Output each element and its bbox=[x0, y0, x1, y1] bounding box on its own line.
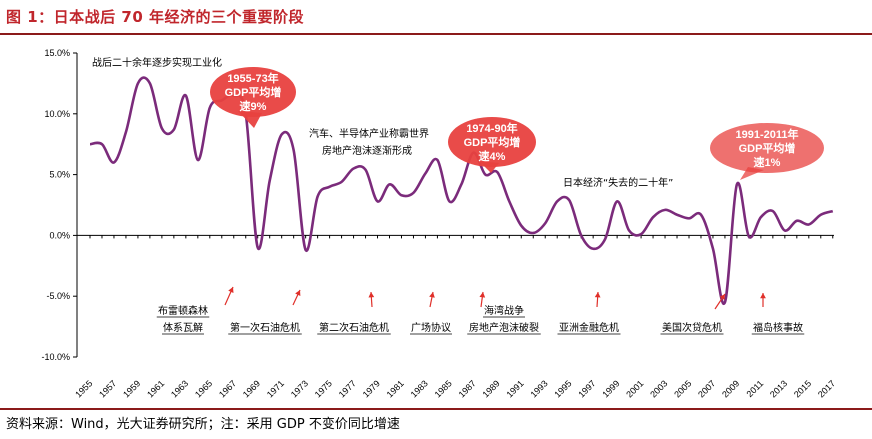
event-label: 福岛核事故 bbox=[753, 321, 803, 334]
y-tick-label: 0.0% bbox=[49, 230, 70, 240]
bubble-shape bbox=[210, 67, 296, 117]
event-label: 海湾战争 bbox=[484, 304, 524, 317]
event-arrowhead bbox=[594, 292, 601, 298]
x-tick-label: 1965 bbox=[193, 378, 214, 399]
y-tick-label: 5.0% bbox=[49, 170, 70, 180]
x-tick-label: 1977 bbox=[337, 378, 358, 399]
x-tick-label: 1973 bbox=[289, 378, 310, 399]
x-tick-label: 1981 bbox=[385, 378, 406, 399]
x-tick-label: 1991 bbox=[504, 378, 525, 399]
event-label: 广场协议 bbox=[411, 321, 451, 334]
bubble-tail bbox=[479, 161, 499, 173]
x-tick-label: 1971 bbox=[265, 378, 286, 399]
bubble-text: 速1% bbox=[754, 155, 781, 169]
x-tick-label: 2013 bbox=[768, 378, 789, 399]
x-tick-label: 1997 bbox=[576, 378, 597, 399]
event-arrowhead bbox=[760, 293, 766, 299]
bubble-text: GDP平均增 bbox=[464, 135, 521, 149]
x-tick-label: 1989 bbox=[480, 378, 501, 399]
x-tick-label: 2017 bbox=[816, 378, 837, 399]
x-tick-label: 1993 bbox=[528, 378, 549, 399]
event-label: 第一次石油危机 bbox=[230, 321, 300, 334]
event-label: 美国次贷危机 bbox=[662, 321, 722, 334]
event-arrowhead bbox=[479, 292, 486, 298]
x-tick-label: 1983 bbox=[409, 378, 430, 399]
x-tick-label: 1987 bbox=[457, 378, 478, 399]
x-tick-label: 1961 bbox=[145, 378, 166, 399]
event-label: 亚洲金融危机 bbox=[559, 321, 619, 334]
x-tick-label: 2001 bbox=[624, 378, 645, 399]
event-label: 第二次石油危机 bbox=[319, 321, 389, 334]
event-arrowhead bbox=[295, 290, 301, 296]
annotation-industry: 汽车、半导体产业称霸世界 bbox=[309, 127, 429, 140]
x-tick-label: 1963 bbox=[169, 378, 190, 399]
bubble-shape bbox=[448, 117, 536, 167]
x-tick-label: 1967 bbox=[217, 378, 238, 399]
x-tick-label: 2005 bbox=[672, 378, 693, 399]
x-tick-label: 1957 bbox=[97, 378, 118, 399]
x-tick-label: 1985 bbox=[433, 378, 454, 399]
footer-rule bbox=[0, 408, 872, 410]
gdp-series-line bbox=[89, 76, 834, 306]
event-arrowhead bbox=[228, 287, 234, 293]
bubble-text: GDP平均增 bbox=[739, 141, 796, 155]
annotation-bubble: 房地产泡沫逐渐形成 bbox=[322, 144, 412, 157]
bubble-text: 1991-2011年 bbox=[736, 127, 799, 141]
event-label: 体系瓦解 bbox=[163, 321, 203, 334]
bubble-text: GDP平均增 bbox=[225, 85, 282, 99]
gdp-growth-chart: 15.0%10.0%5.0%0.0%-5.0%-10.0%1955 1957 195… bbox=[41, 48, 837, 400]
bubble-tail bbox=[238, 111, 262, 128]
bubble-text: 速4% bbox=[479, 149, 506, 163]
y-tick-label: 15.0% bbox=[44, 48, 70, 58]
source-note: 资料来源：Wind，光大证券研究所；注：采用 GDP 不变价同比增速 bbox=[6, 417, 400, 432]
x-tick-label: 2003 bbox=[648, 378, 669, 399]
y-tick-label: 10.0% bbox=[44, 109, 70, 119]
x-tick-label: 1955 bbox=[73, 378, 94, 399]
bubble-text: 1974-90年 bbox=[466, 121, 517, 135]
event-label: 布雷顿森林 bbox=[158, 304, 208, 317]
x-tick-label: 1999 bbox=[600, 378, 621, 399]
x-tick-label: 1975 bbox=[313, 378, 334, 399]
x-tick-label: 1979 bbox=[361, 378, 382, 399]
annotation-lost-decades: 日本经济“失去的二十年” bbox=[563, 176, 673, 189]
x-tick-label: 1959 bbox=[121, 378, 142, 399]
bubble-tail bbox=[740, 167, 764, 180]
x-tick-label: 1969 bbox=[241, 378, 262, 399]
title-rule bbox=[0, 33, 872, 35]
y-tick-label: -10.0% bbox=[41, 352, 70, 362]
event-arrowhead bbox=[368, 292, 375, 298]
x-tick-label: 2011 bbox=[745, 378, 766, 399]
x-tick-label: 2009 bbox=[720, 378, 741, 399]
event-arrowhead bbox=[429, 292, 435, 298]
x-tick-label: 1995 bbox=[552, 378, 573, 399]
annotation-industrialization: 战后二十余年逐步实现工业化 bbox=[92, 56, 222, 69]
event-arrowhead bbox=[719, 294, 725, 300]
y-tick-label: -5.0% bbox=[46, 291, 70, 301]
x-tick-label: 2015 bbox=[792, 378, 813, 399]
bubble-text: 1955-73年 bbox=[227, 71, 278, 85]
event-label: 房地产泡沫破裂 bbox=[469, 321, 539, 334]
x-tick-label: 2007 bbox=[696, 378, 717, 399]
figure-title: 图 1：日本战后 70 年经济的三个重要阶段 bbox=[6, 8, 304, 26]
bubble-shape bbox=[710, 123, 824, 173]
bubble-text: 速9% bbox=[240, 99, 267, 113]
